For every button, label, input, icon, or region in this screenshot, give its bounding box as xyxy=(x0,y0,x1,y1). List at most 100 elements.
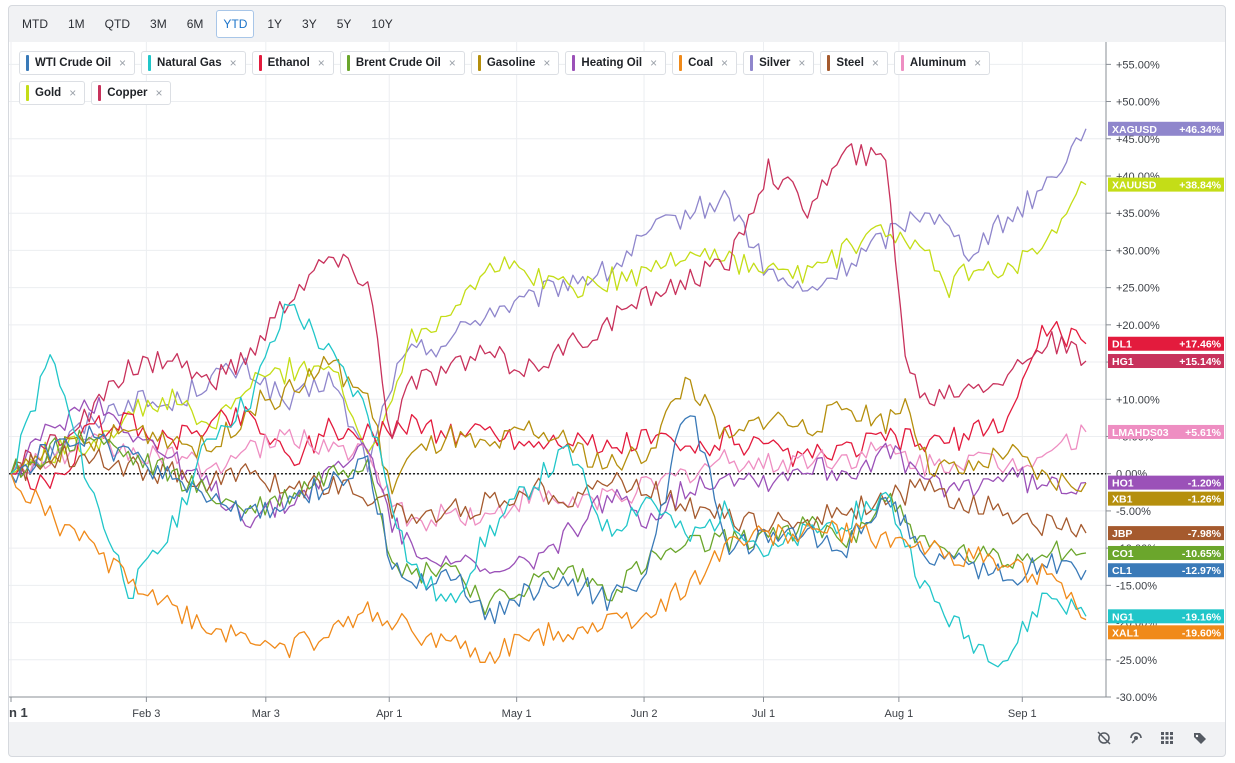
range-toolbar: MTD 1M QTD 3M 6M YTD 1Y 3Y 5Y 10Y xyxy=(9,6,1225,42)
value-tag-ticker: CO1 xyxy=(1112,548,1134,560)
range-10y[interactable]: 10Y xyxy=(371,17,393,31)
legend-chip-aluminum[interactable]: Aluminum × xyxy=(893,51,991,75)
y-tick-label: +50.00% xyxy=(1116,97,1160,109)
remove-series-icon[interactable]: × xyxy=(871,56,879,70)
y-tick-label: -5.00% xyxy=(1116,506,1151,518)
x-tick-label: Mar 3 xyxy=(252,708,280,720)
legend-label: Aluminum xyxy=(909,57,967,69)
range-6m[interactable]: 6M xyxy=(186,17,204,31)
x-tick-label: Sep 1 xyxy=(1008,708,1037,720)
series-line-xal1[interactable] xyxy=(10,473,1087,664)
legend-label: WTI Crude Oil xyxy=(35,57,112,69)
y-tick-label: +25.00% xyxy=(1116,283,1160,295)
value-tag-value: -7.98% xyxy=(1188,528,1222,540)
value-tag-lmahds03 xyxy=(1108,424,1224,439)
legend-chip-natural-gas[interactable]: Natural Gas × xyxy=(141,51,246,75)
range-1y[interactable]: 1Y xyxy=(267,17,283,31)
magnet-icon[interactable] xyxy=(1128,730,1144,746)
remove-series-icon[interactable]: × xyxy=(155,86,163,100)
y-tick-label: -30.00% xyxy=(1116,692,1157,704)
y-tick-label: +30.00% xyxy=(1116,245,1160,257)
legend-chip-coal[interactable]: Coal × xyxy=(672,51,738,75)
range-3m[interactable]: 3M xyxy=(150,17,167,31)
value-tag-xal1 xyxy=(1108,625,1224,640)
range-5y[interactable]: 5Y xyxy=(336,17,352,31)
value-tag-hg1 xyxy=(1108,354,1224,369)
bottom-toolbar xyxy=(9,720,1225,756)
legend-label: Brent Crude Oil xyxy=(355,57,441,69)
y-tick-label: -25.00% xyxy=(1116,655,1157,667)
grid-icon[interactable] xyxy=(1159,730,1175,746)
legend-chip-wti-crude-oil[interactable]: WTI Crude Oil × xyxy=(19,51,136,75)
value-tag-ho1 xyxy=(1108,475,1224,490)
legend-label: Heating Oil xyxy=(581,57,643,69)
legend-chip-copper[interactable]: Copper × xyxy=(91,81,172,105)
series-line-co1[interactable] xyxy=(10,429,1087,616)
value-tag-value: -1.26% xyxy=(1188,494,1222,506)
legend-label: Coal xyxy=(688,57,714,69)
remove-series-icon[interactable]: × xyxy=(448,56,456,70)
series-line-dl1[interactable] xyxy=(10,320,1087,491)
remove-series-icon[interactable]: × xyxy=(317,56,325,70)
range-1m[interactable]: 1M xyxy=(68,17,85,31)
x-tick-label: Aug 1 xyxy=(884,708,913,720)
range-ytd[interactable]: YTD xyxy=(216,10,255,38)
value-tag-ticker: XAGUSD xyxy=(1112,124,1157,136)
series-line-ng1[interactable] xyxy=(10,303,1087,668)
y-tick-label: +45.00% xyxy=(1116,134,1160,146)
legend-chip-gold[interactable]: Gold × xyxy=(19,81,86,105)
value-tag-ticker: HO1 xyxy=(1112,478,1134,490)
legend-chip-heating-oil[interactable]: Heating Oil × xyxy=(565,51,667,75)
legend-chip-steel[interactable]: Steel × xyxy=(820,51,888,75)
value-tag-value: +46.34% xyxy=(1179,124,1221,136)
series-line-xauusd[interactable] xyxy=(10,180,1087,475)
series-line-ho1[interactable] xyxy=(10,396,1087,574)
series-line-lmahds03[interactable] xyxy=(10,424,1087,532)
legend-swatch xyxy=(26,85,29,101)
remove-series-icon[interactable]: × xyxy=(69,86,77,100)
y-tick-label: -15.00% xyxy=(1116,580,1157,592)
value-tag-ticker: XB1 xyxy=(1112,494,1133,506)
tags-icon[interactable] xyxy=(1192,730,1208,746)
x-tick-label: Apr 1 xyxy=(376,708,402,720)
legend-chip-ethanol[interactable]: Ethanol × xyxy=(251,51,334,75)
value-tag-co1 xyxy=(1108,545,1224,560)
series-line-hg1[interactable] xyxy=(10,143,1087,475)
value-tag-value: -12.97% xyxy=(1182,565,1222,577)
value-tag-ticker: HG1 xyxy=(1112,356,1134,368)
value-tag-xagusd xyxy=(1108,121,1224,136)
legend-swatch xyxy=(572,55,576,71)
series-line-xb1[interactable] xyxy=(10,355,1087,495)
legend-label: Gasoline xyxy=(486,57,536,69)
value-tag-value: +15.14% xyxy=(1179,356,1221,368)
remove-series-icon[interactable]: × xyxy=(721,56,729,70)
value-tag-value: +5.61% xyxy=(1185,427,1222,439)
chart-frame: MTD 1M QTD 3M 6M YTD 1Y 3Y 5Y 10Y +55.00% +50.00% +… xyxy=(8,5,1226,757)
legend-swatch xyxy=(258,55,262,71)
crosshair-off-icon[interactable] xyxy=(1096,730,1112,746)
range-qtd[interactable]: QTD xyxy=(104,17,131,31)
remove-series-icon[interactable]: × xyxy=(650,56,658,70)
remove-series-icon[interactable]: × xyxy=(974,56,982,70)
value-tag-ticker: CL1 xyxy=(1112,565,1132,577)
remove-series-icon[interactable]: × xyxy=(229,56,237,70)
value-tag-cl1 xyxy=(1108,563,1224,578)
value-tag-ticker: DL1 xyxy=(1112,339,1132,351)
remove-series-icon[interactable]: × xyxy=(798,56,806,70)
value-tag-value: -10.65% xyxy=(1182,548,1222,560)
legend-swatch xyxy=(26,55,29,71)
value-tag-value: -19.60% xyxy=(1182,627,1222,639)
series-line-xagusd[interactable] xyxy=(10,128,1087,476)
legend-swatch xyxy=(346,55,350,71)
value-tag-xauusd xyxy=(1108,177,1224,192)
remove-series-icon[interactable]: × xyxy=(119,56,127,70)
remove-series-icon[interactable]: × xyxy=(543,56,551,70)
legend-chip-brent-crude-oil[interactable]: Brent Crude Oil × xyxy=(339,51,465,75)
line-chart: +55.00%+50.00%+45.00%+40.00%+35.00%+30.0… xyxy=(9,42,1224,720)
legend: WTI Crude Oil × Natural Gas × Ethanol × Brent … xyxy=(19,51,1019,105)
legend-chip-gasoline[interactable]: Gasoline × xyxy=(470,51,560,75)
range-mtd[interactable]: MTD xyxy=(22,17,48,31)
range-3y[interactable]: 3Y xyxy=(302,17,317,31)
series-line-cl1[interactable] xyxy=(10,415,1087,625)
legend-chip-silver[interactable]: Silver × xyxy=(743,51,815,75)
